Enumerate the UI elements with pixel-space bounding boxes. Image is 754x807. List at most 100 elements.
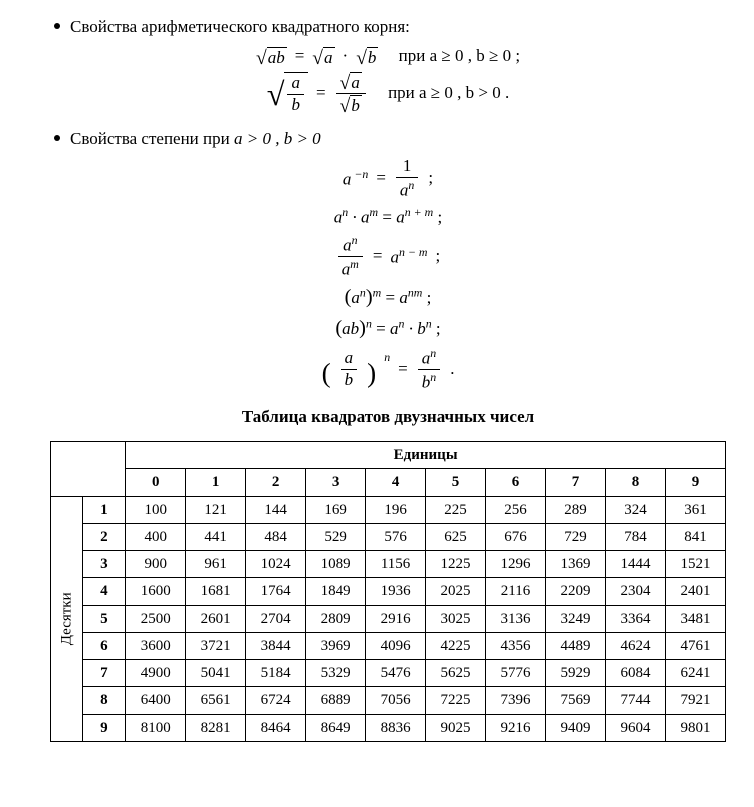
square-cell: 9604 — [605, 714, 665, 741]
square-cell: 1936 — [366, 578, 426, 605]
square-cell: 144 — [246, 496, 306, 523]
square-cell: 7744 — [605, 687, 665, 714]
unit-header: 0 — [126, 469, 186, 496]
table-row: 7490050415184532954765625577659296084624… — [51, 660, 726, 687]
table-row: 6360037213844396940964225435644894624476… — [51, 632, 726, 659]
square-cell: 256 — [486, 496, 546, 523]
square-cell: 4356 — [486, 632, 546, 659]
square-cell: 729 — [545, 523, 605, 550]
square-cell: 8281 — [186, 714, 246, 741]
section2-heading-cond: a > 0 , b > 0 — [234, 129, 321, 148]
square-cell: 1024 — [246, 551, 306, 578]
square-cell: 5476 — [366, 660, 426, 687]
bullet-item-1: Свойства арифметического квадратного кор… — [54, 16, 726, 39]
table-title: Таблица квадратов двузначных чисел — [50, 406, 726, 429]
square-cell: 7056 — [366, 687, 426, 714]
formula-neg-exp: a −n = 1an ; — [50, 157, 726, 200]
square-cell: 400 — [126, 523, 186, 550]
square-cell: 4096 — [366, 632, 426, 659]
page-root: Свойства арифметического квадратного кор… — [0, 0, 754, 766]
square-cell: 6889 — [306, 687, 366, 714]
square-cell: 2025 — [426, 578, 486, 605]
square-cell: 784 — [605, 523, 665, 550]
square-cell: 6561 — [186, 687, 246, 714]
ten-header: 8 — [82, 687, 126, 714]
square-cell: 625 — [426, 523, 486, 550]
square-cell: 5184 — [246, 660, 306, 687]
square-cell: 121 — [186, 496, 246, 523]
square-cell: 1764 — [246, 578, 306, 605]
square-cell: 5041 — [186, 660, 246, 687]
square-cell: 2401 — [665, 578, 725, 605]
square-cell: 5929 — [545, 660, 605, 687]
ten-header: 6 — [82, 632, 126, 659]
tens-label: Десятки — [51, 496, 83, 741]
square-cell: 9801 — [665, 714, 725, 741]
table-body: Десятки110012114416919622525628932436124… — [51, 496, 726, 741]
unit-headers-row: 0123456789 — [51, 469, 726, 496]
square-cell: 3481 — [665, 605, 725, 632]
square-cell: 9216 — [486, 714, 546, 741]
square-cell: 1681 — [186, 578, 246, 605]
table-corner-cell — [51, 442, 126, 497]
unit-header: 4 — [366, 469, 426, 496]
power-formulas: a −n = 1an ; an · am = an + m ; anam = a… — [50, 157, 726, 392]
square-cell: 529 — [306, 523, 366, 550]
square-cell: 3844 — [246, 632, 306, 659]
ten-header: 7 — [82, 660, 126, 687]
square-cell: 1296 — [486, 551, 546, 578]
formula-cond-1: при a ≥ 0 , b ≥ 0 ; — [399, 45, 520, 68]
square-cell: 2116 — [486, 578, 546, 605]
square-cell: 1849 — [306, 578, 366, 605]
square-cell: 2704 — [246, 605, 306, 632]
square-cell: 1225 — [426, 551, 486, 578]
square-cell: 6400 — [126, 687, 186, 714]
ten-header: 4 — [82, 578, 126, 605]
square-cell: 961 — [186, 551, 246, 578]
square-cell: 1089 — [306, 551, 366, 578]
square-cell: 900 — [126, 551, 186, 578]
square-cell: 3364 — [605, 605, 665, 632]
square-cell: 676 — [486, 523, 546, 550]
formula-mult-exp: an · am = an + m ; — [50, 204, 726, 230]
square-cell: 7921 — [665, 687, 725, 714]
formula-quotient-power: ( ab )n = anbn . — [50, 347, 726, 393]
section1-heading: Свойства арифметического квадратного кор… — [70, 16, 726, 39]
section-sqrt-properties: Свойства арифметического квадратного кор… — [50, 16, 726, 114]
square-cell: 7569 — [545, 687, 605, 714]
formula-sqrt-quotient: √ ab = √a √b при a ≥ 0 , b > 0 . — [50, 72, 726, 114]
square-cell: 6084 — [605, 660, 665, 687]
square-cell: 2601 — [186, 605, 246, 632]
section2-heading-text: Свойства степени при — [70, 129, 234, 148]
square-cell: 441 — [186, 523, 246, 550]
square-cell: 5776 — [486, 660, 546, 687]
square-cell: 2809 — [306, 605, 366, 632]
units-header: Единицы — [126, 442, 726, 469]
square-cell: 841 — [665, 523, 725, 550]
ten-header: 9 — [82, 714, 126, 741]
section2-heading: Свойства степени при a > 0 , b > 0 — [70, 128, 726, 151]
bullet-icon — [54, 135, 60, 141]
square-cell: 361 — [665, 496, 725, 523]
bullet-item-2: Свойства степени при a > 0 , b > 0 — [54, 128, 726, 151]
formula-div-exp: anam = an − m ; — [50, 234, 726, 280]
ten-header: 5 — [82, 605, 126, 632]
square-cell: 4900 — [126, 660, 186, 687]
square-cell: 1444 — [605, 551, 665, 578]
square-cell: 4489 — [545, 632, 605, 659]
unit-header: 7 — [545, 469, 605, 496]
square-cell: 8464 — [246, 714, 306, 741]
square-cell: 225 — [426, 496, 486, 523]
table-row: 390096110241089115612251296136914441521 — [51, 551, 726, 578]
square-cell: 1369 — [545, 551, 605, 578]
table-row: 5250026012704280929163025313632493364348… — [51, 605, 726, 632]
square-cell: 289 — [545, 496, 605, 523]
table-row: 8640065616724688970567225739675697744792… — [51, 687, 726, 714]
ten-header: 2 — [82, 523, 126, 550]
square-cell: 4624 — [605, 632, 665, 659]
square-cell: 8836 — [366, 714, 426, 741]
table-row: 4160016811764184919362025211622092304240… — [51, 578, 726, 605]
square-cell: 5329 — [306, 660, 366, 687]
square-cell: 196 — [366, 496, 426, 523]
unit-header: 2 — [246, 469, 306, 496]
